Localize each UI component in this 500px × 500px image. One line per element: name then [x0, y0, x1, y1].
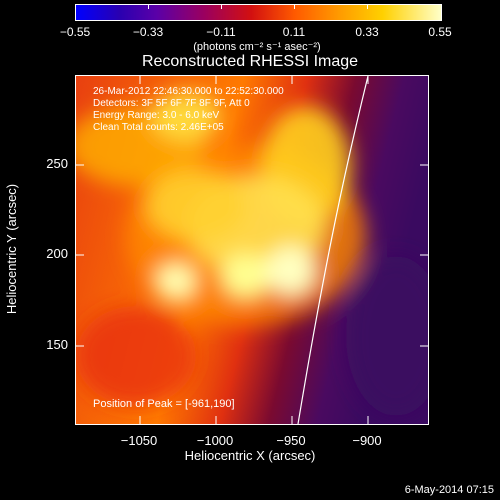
colorbar [75, 4, 442, 21]
colorbar-units: (photons cm⁻² s⁻¹ asec⁻²) [193, 41, 321, 53]
axis-ticks [76, 76, 428, 424]
energy-range-text: Energy Range: 3.0 - 6.0 keV [93, 110, 220, 121]
y-tick-label: 200 [46, 246, 68, 261]
time-range-text: 26-Mar-2012 22:46:30.000 to 22:52:30.000 [93, 86, 284, 97]
x-tick-label: −900 [352, 433, 382, 448]
clean-counts-text: Clean Total counts: 2.46E+05 [93, 122, 224, 133]
colorbar-tick [367, 5, 368, 9]
y-tick-label: 150 [46, 337, 68, 352]
y-tick-label: 250 [46, 156, 68, 171]
colorbar-label: −0.55 [59, 25, 91, 39]
colorbar-label: 0.11 [282, 25, 306, 39]
x-tick-label: −1050 [120, 433, 158, 448]
x-axis-label: Heliocentric X (arcsec) [184, 448, 316, 463]
colorbar-label: −0.33 [132, 25, 164, 39]
generation-date: 6-May-2014 07:15 [404, 484, 494, 496]
x-tick-label: −1000 [196, 433, 234, 448]
solar-limb-line [297, 76, 369, 424]
image-canvas [76, 76, 428, 424]
peak-position-text: Position of Peak = [-961,190] [93, 398, 235, 410]
colorbar-label: 0.33 [355, 25, 379, 39]
colorbar-tick [148, 5, 149, 9]
colorbar-tick [221, 5, 222, 9]
colorbar-label: −0.11 [206, 25, 236, 39]
colorbar-label: 0.55 [428, 25, 452, 39]
detectors-text: Detectors: 3F 5F 6F 7F 8F 9F, Att 0 [93, 98, 250, 109]
colorbar-tick [294, 5, 295, 9]
rhessi-image [75, 75, 429, 425]
emission-blobs [76, 91, 428, 416]
image-title: Reconstructed RHESSI Image [141, 53, 359, 70]
colorbar-labels: −0.55 −0.33 −0.11 0.11 0.33 0.55 [60, 0, 452, 40]
x-tick-label: −950 [276, 433, 306, 448]
y-axis-label: Heliocentric Y (arcsec) [4, 183, 19, 315]
